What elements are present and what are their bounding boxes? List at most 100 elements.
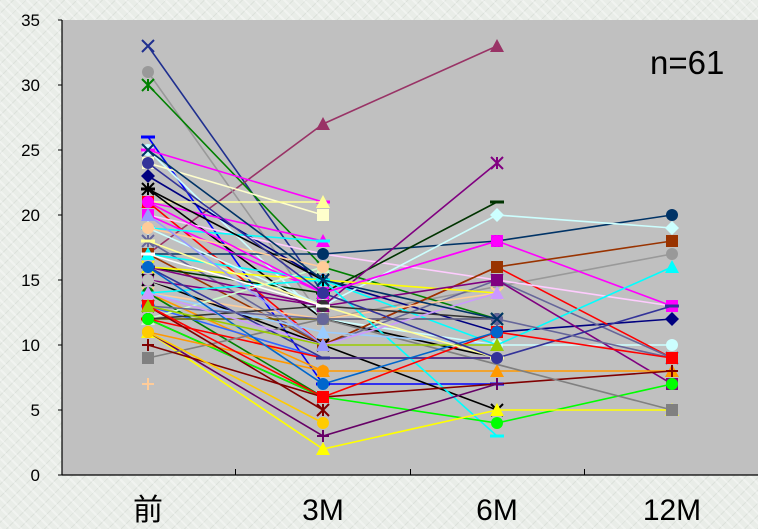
series-line xyxy=(147,344,324,398)
data-point xyxy=(491,326,503,338)
data-point xyxy=(490,403,504,416)
data-point xyxy=(141,169,155,183)
data-point xyxy=(141,182,155,196)
data-point xyxy=(317,378,329,390)
data-point xyxy=(141,286,155,299)
data-point xyxy=(316,304,330,308)
data-point xyxy=(491,235,503,247)
data-point xyxy=(142,339,154,351)
data-point xyxy=(491,417,503,429)
y-tick-label: 5 xyxy=(31,401,40,420)
data-point xyxy=(317,248,329,260)
data-point xyxy=(141,39,155,53)
data-point xyxy=(142,196,154,208)
x-tick-label: 6M xyxy=(476,494,518,527)
series-line xyxy=(147,305,324,411)
data-point xyxy=(317,430,329,442)
data-point xyxy=(141,252,155,256)
data-point xyxy=(490,286,504,299)
series-line xyxy=(147,45,324,294)
x-tick-label: 前 xyxy=(133,494,163,527)
data-point xyxy=(491,352,503,364)
x-tick-label: 3M xyxy=(302,494,344,527)
data-point xyxy=(666,404,678,416)
data-point xyxy=(490,208,504,222)
y-tick-label: 0 xyxy=(31,466,40,485)
y-tick-label: 35 xyxy=(21,11,40,30)
data-point xyxy=(666,378,678,390)
data-point xyxy=(665,312,679,326)
data-point xyxy=(141,208,155,221)
data-point xyxy=(142,378,154,390)
data-point xyxy=(490,156,504,170)
data-point xyxy=(142,157,154,169)
series-line xyxy=(147,331,324,424)
data-point xyxy=(142,352,154,364)
data-point xyxy=(142,313,154,325)
data-point xyxy=(666,352,678,364)
data-point xyxy=(490,338,504,351)
annotation-label: n=61 xyxy=(650,44,724,81)
data-point xyxy=(666,339,678,351)
series-60 xyxy=(141,252,330,308)
series-line xyxy=(147,266,324,320)
data-point xyxy=(491,378,503,390)
data-point xyxy=(317,261,329,273)
data-point xyxy=(490,312,504,326)
y-tick-label: 10 xyxy=(21,336,40,355)
x-axis: 前 3M 6M 12M xyxy=(62,469,758,527)
data-point xyxy=(141,78,155,92)
series-46 xyxy=(142,326,329,429)
data-point xyxy=(666,365,678,377)
data-point xyxy=(141,239,155,243)
data-point xyxy=(490,200,504,204)
data-point xyxy=(665,260,679,273)
series-line xyxy=(147,331,672,450)
data-point xyxy=(316,195,330,208)
series-line xyxy=(147,188,324,281)
data-point xyxy=(666,209,678,221)
data-point xyxy=(141,143,155,157)
y-tick-label: 30 xyxy=(21,76,40,95)
data-point xyxy=(316,338,330,351)
data-point xyxy=(317,313,329,325)
data-point xyxy=(666,235,678,247)
data-point xyxy=(142,66,154,78)
series-line xyxy=(147,305,673,398)
series-61 xyxy=(142,157,503,364)
series-line xyxy=(147,214,673,307)
data-point xyxy=(142,274,154,286)
data-point xyxy=(316,356,330,360)
series-45 xyxy=(142,378,154,390)
data-point xyxy=(316,239,330,243)
data-point xyxy=(316,403,330,417)
series-58 xyxy=(141,143,504,326)
data-point xyxy=(490,434,504,438)
x-tick-label: 12M xyxy=(643,494,701,527)
series-line xyxy=(147,149,324,203)
data-point xyxy=(316,273,330,287)
data-point xyxy=(317,391,329,403)
series-line xyxy=(147,253,324,307)
y-tick-label: 25 xyxy=(21,141,40,160)
y-tick-label: 20 xyxy=(21,206,40,225)
data-point xyxy=(490,364,504,377)
data-point xyxy=(141,299,155,312)
data-point xyxy=(317,365,329,377)
data-point xyxy=(316,117,330,130)
series-layer xyxy=(141,39,679,455)
series-52 xyxy=(142,261,503,390)
y-axis: 0 5 10 15 20 25 30 35 xyxy=(21,11,63,485)
y-tick-label: 15 xyxy=(21,271,40,290)
data-point xyxy=(317,209,329,221)
data-point xyxy=(490,39,504,52)
data-point xyxy=(317,287,329,299)
data-point xyxy=(666,248,678,260)
data-point xyxy=(317,417,329,429)
data-point xyxy=(141,135,155,139)
data-point xyxy=(316,442,330,455)
data-point xyxy=(665,304,679,308)
data-point xyxy=(142,222,154,234)
data-point xyxy=(665,221,679,235)
